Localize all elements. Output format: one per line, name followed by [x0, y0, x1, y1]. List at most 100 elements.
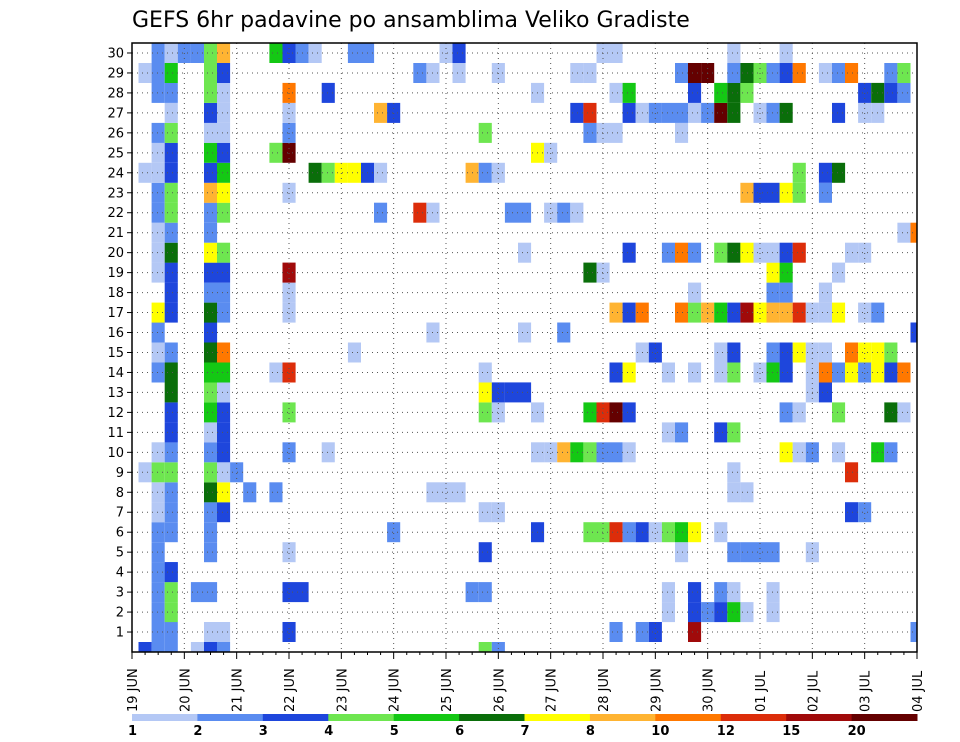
heatmap-cell: [766, 182, 780, 203]
heatmap-cell: [714, 102, 728, 123]
heatmap-cell: [217, 462, 231, 483]
heatmap-cell: [217, 482, 231, 503]
heatmap-cell: [779, 302, 793, 323]
heatmap-cell: [675, 302, 689, 323]
heatmap-cell: [151, 63, 165, 83]
heatmap-cell: [387, 522, 401, 543]
heatmap-cell: [269, 482, 283, 503]
heatmap-cell: [648, 102, 662, 123]
heatmap-cell: [518, 202, 532, 223]
heatmap-cell: [217, 502, 231, 523]
heatmap-cell: [688, 602, 702, 623]
heatmap-cell: [217, 82, 231, 103]
heatmap-cell: [622, 402, 636, 423]
heatmap-cell: [609, 43, 623, 63]
heatmap-cell: [557, 442, 571, 463]
heatmap-cell: [164, 242, 178, 263]
heatmap-cell: [845, 362, 859, 383]
heatmap-cell: [151, 522, 165, 543]
heatmap-cell: [164, 562, 178, 583]
y-tick-label: 3: [116, 586, 124, 601]
heatmap-cell: [727, 102, 741, 123]
heatmap-cell: [217, 382, 231, 403]
heatmap-cell: [204, 262, 218, 283]
heatmap-cell: [491, 642, 505, 652]
heatmap-cell: [544, 202, 558, 223]
y-tick-label: 20: [107, 246, 124, 261]
heatmap-cell: [779, 262, 793, 283]
heatmap-cell: [897, 222, 911, 243]
heatmap-cell: [204, 302, 218, 323]
heatmap-cell: [164, 582, 178, 603]
heatmap-cell: [478, 502, 492, 523]
heatmap-cell: [518, 322, 532, 343]
heatmap-cell: [204, 442, 218, 463]
heatmap-cell: [779, 402, 793, 423]
heatmap-cell: [151, 362, 165, 383]
heatmap-cell: [596, 522, 610, 543]
heatmap-cell: [858, 502, 872, 523]
heatmap-cell: [753, 182, 767, 203]
y-tick-label: 29: [107, 66, 124, 81]
y-tick-label: 4: [116, 566, 124, 581]
heatmap-cell: [478, 642, 492, 652]
heatmap-cell: [164, 82, 178, 103]
heatmap-cell: [282, 362, 296, 383]
colorbar-swatch: [262, 714, 329, 721]
y-tick-label: 11: [107, 426, 124, 441]
heatmap-cell: [766, 542, 780, 563]
heatmap-cell: [596, 402, 610, 423]
heatmap-cell: [151, 122, 165, 143]
colorbar-swatch: [197, 714, 264, 721]
heatmap-cell: [282, 262, 296, 283]
heatmap-cell: [884, 402, 898, 423]
heatmap-cell: [151, 142, 165, 163]
heatmap-cell: [204, 43, 218, 63]
colorbar-swatch: [655, 714, 722, 721]
heatmap-cell: [727, 82, 741, 103]
heatmap-cell: [478, 362, 492, 383]
heatmap-cell: [217, 282, 231, 303]
heatmap-cell: [164, 282, 178, 303]
heatmap-cell: [753, 102, 767, 123]
x-tick-label: 28 JUN: [597, 668, 612, 712]
heatmap-cell: [766, 63, 780, 83]
heatmap-cell: [727, 462, 741, 483]
y-tick-label: 23: [107, 186, 124, 201]
heatmap-cell: [557, 322, 571, 343]
heatmap-cell: [570, 102, 584, 123]
heatmap-cell: [740, 63, 754, 83]
y-tick-label: 8: [116, 486, 124, 501]
heatmap-cell: [858, 82, 872, 103]
heatmap-cell: [217, 622, 231, 642]
heatmap-cell: [858, 362, 872, 383]
heatmap-cell: [609, 122, 623, 143]
heatmap-cell: [478, 582, 492, 603]
heatmap-cell: [478, 542, 492, 563]
heatmap-cell: [204, 322, 218, 343]
heatmap-cell: [269, 142, 283, 163]
heatmap-cell: [688, 362, 702, 383]
heatmap-cell: [347, 162, 361, 183]
heatmap-cell: [282, 622, 296, 642]
heatmap-cell: [583, 262, 597, 283]
heatmap-cell: [151, 582, 165, 603]
heatmap-cell: [164, 202, 178, 223]
heatmap-cell: [204, 522, 218, 543]
heatmap-cell: [727, 602, 741, 623]
heatmap-cell: [740, 182, 754, 203]
heatmap-cell: [766, 262, 780, 283]
heatmap-cell: [818, 302, 832, 323]
heatmap-cell: [269, 362, 283, 383]
heatmap-cell: [151, 322, 165, 343]
heatmap-cell: [491, 382, 505, 403]
heatmap-cell: [727, 63, 741, 83]
heatmap-cell: [138, 462, 152, 483]
heatmap-cell: [858, 342, 872, 363]
heatmap-cell: [308, 43, 322, 63]
heatmap-cell: [714, 522, 728, 543]
heatmap-cell: [413, 202, 427, 223]
y-axis: 1234567891011121314151617181920212223242…: [107, 46, 132, 641]
heatmap-cell: [622, 522, 636, 543]
heatmap-cell: [688, 242, 702, 263]
